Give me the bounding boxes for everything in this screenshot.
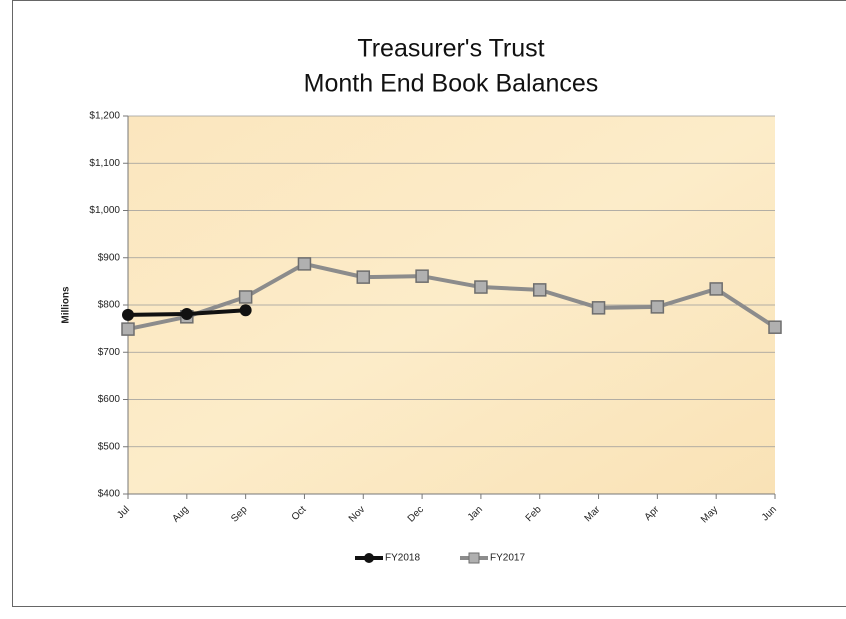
y-axis-label: Millions	[61, 286, 72, 324]
y-tick-label: $600	[98, 394, 121, 405]
data-point	[122, 308, 134, 321]
data-point	[356, 270, 371, 284]
y-tick-label: $700	[98, 347, 121, 358]
data-point	[709, 282, 723, 296]
legend-marker	[468, 552, 480, 564]
data-point	[474, 280, 488, 294]
data-point	[415, 269, 429, 283]
data-point	[297, 257, 312, 271]
chart-title: Month End Book Balances	[304, 70, 599, 98]
y-tick-label: $800	[98, 300, 121, 311]
y-tick-label: $1,100	[89, 158, 120, 169]
data-point	[532, 283, 547, 297]
data-point	[121, 322, 135, 336]
data-point	[591, 301, 606, 315]
legend-label: FY2017	[490, 553, 525, 564]
y-tick-label: $1,200	[89, 111, 120, 122]
data-point	[650, 300, 665, 314]
data-point	[180, 307, 193, 320]
series-line	[127, 261, 777, 332]
data-point	[238, 290, 253, 304]
y-tick-label: $900	[98, 252, 121, 263]
y-tick-label: $500	[98, 441, 121, 452]
y-tick-label: $400	[98, 489, 121, 500]
legend-label: FY2018	[385, 553, 420, 564]
chart-title: Treasurer's Trust	[357, 35, 544, 63]
y-tick-label: $1,000	[89, 205, 120, 216]
data-point	[768, 320, 782, 334]
data-point	[239, 304, 252, 317]
legend-marker	[364, 553, 374, 563]
